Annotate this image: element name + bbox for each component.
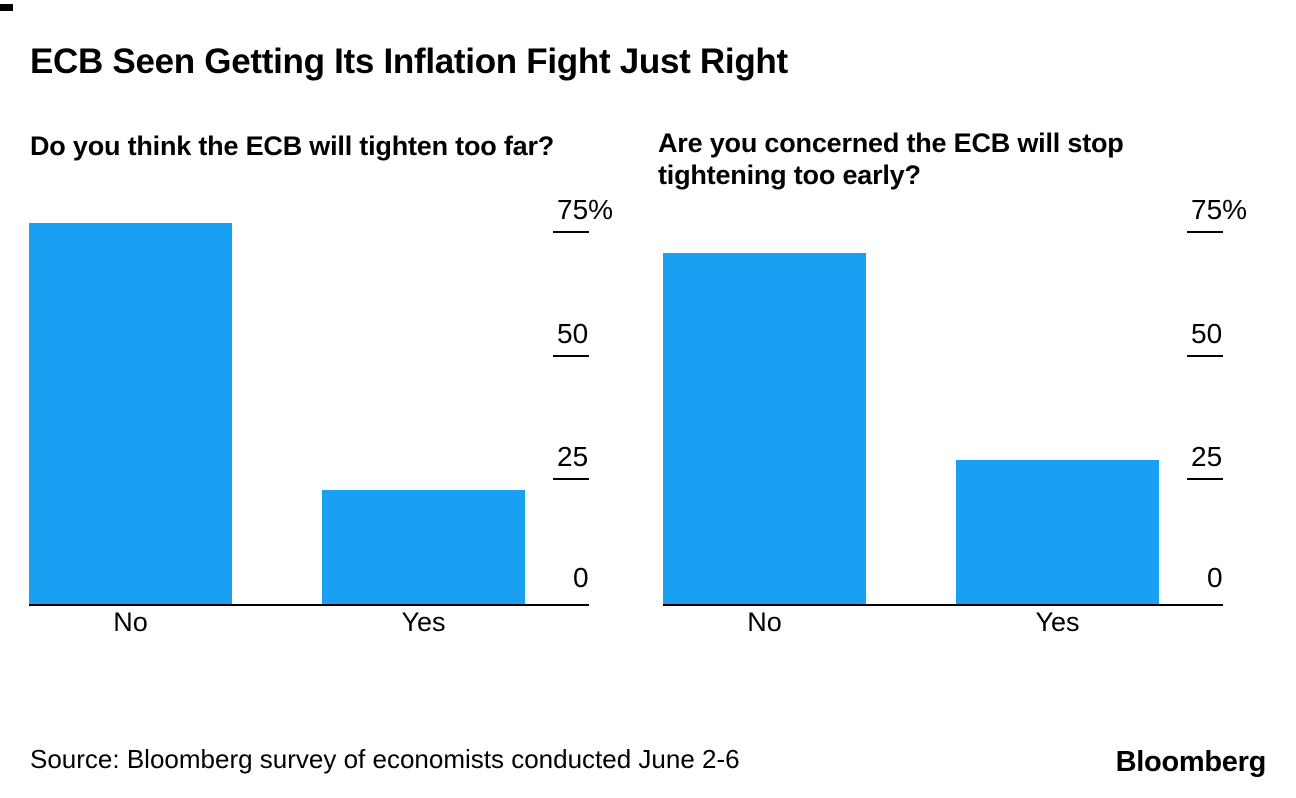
y-tick-label: 25 [1191, 441, 1223, 473]
y-tick-label: 50 [557, 317, 589, 349]
y-tick-dash [1187, 354, 1223, 357]
left-chart-bar-yes [322, 490, 525, 604]
right-chart-bar-no [663, 253, 866, 604]
right-chart-category-no: No [747, 607, 782, 637]
left-chart-plot: No Yes 75% 50 25 0 [29, 195, 613, 636]
y-tick-dash [553, 230, 589, 233]
left-chart-category-no: No [113, 607, 148, 637]
y-tick-label: 75% [557, 193, 614, 225]
right-chart-category-yes: Yes [1035, 607, 1080, 637]
right-chart-subtitle: Are you concerned the ECB will stop tigh… [658, 128, 1124, 190]
left-chart-bar-no [29, 223, 232, 604]
y-tick-dash [1187, 230, 1223, 233]
right-chart-bar-yes [956, 460, 1159, 604]
y-tick-label: 25 [557, 441, 589, 473]
y-tick-dash [1187, 478, 1223, 481]
bloomberg-logo: Bloomberg [1115, 746, 1267, 778]
y-tick-label: 0 [573, 562, 589, 593]
main-title: ECB Seen Getting Its Inflation Fight Jus… [30, 42, 788, 81]
left-chart-subtitle: Do you think the ECB will tighten too fa… [30, 131, 555, 161]
corner-mark [0, 4, 13, 11]
right-chart-plot: No Yes 75% 50 25 0 [663, 195, 1247, 636]
y-tick-label: 75% [1191, 193, 1248, 225]
y-tick-label: 50 [1191, 317, 1223, 349]
left-chart-category-yes: Yes [401, 607, 446, 637]
y-tick-dash [553, 354, 589, 357]
source-text: Source: Bloomberg survey of economists c… [30, 744, 740, 774]
y-tick-dash [553, 478, 589, 481]
y-tick-label: 0 [1207, 562, 1223, 593]
